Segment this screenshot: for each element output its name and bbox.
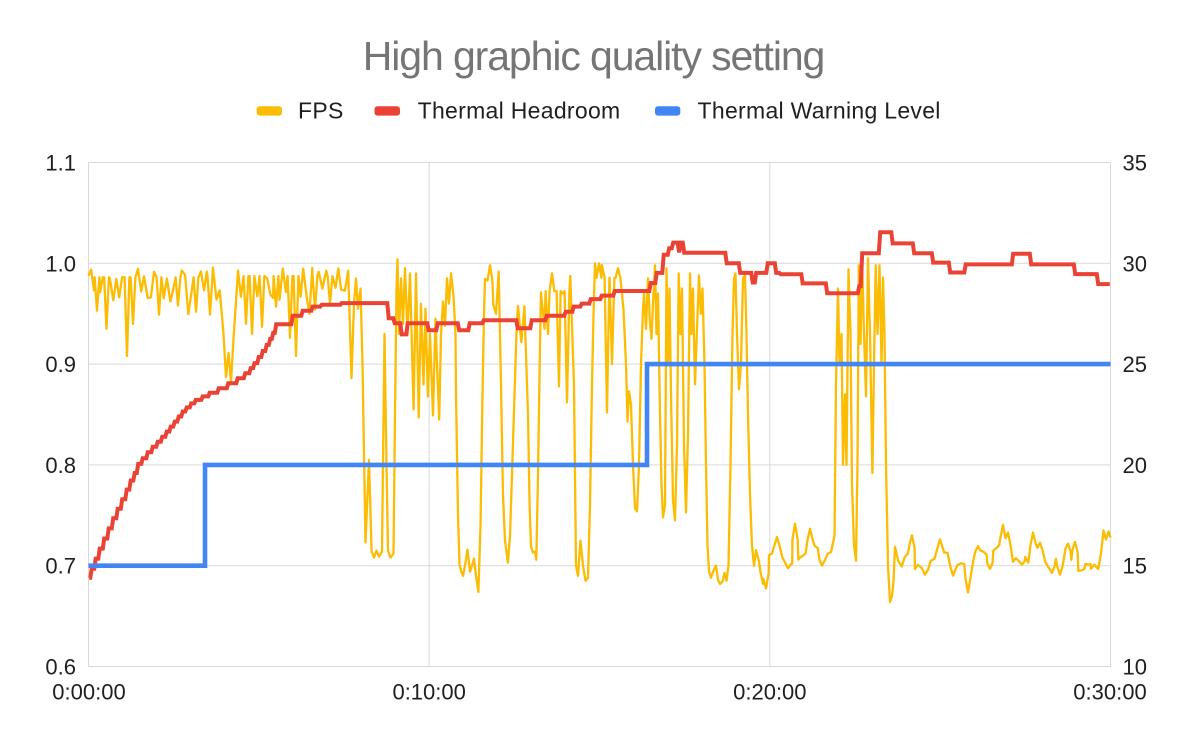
svg-text:High graphic quality setting: High graphic quality setting [363,33,824,79]
svg-text:0:30:00: 0:30:00 [1073,680,1146,705]
svg-text:35: 35 [1123,151,1147,176]
svg-text:0.6: 0.6 [45,655,76,680]
svg-text:25: 25 [1123,352,1147,377]
svg-text:FPS: FPS [298,98,344,124]
svg-text:0:00:00: 0:00:00 [52,680,125,705]
svg-text:1.0: 1.0 [45,251,76,276]
svg-text:0.8: 0.8 [45,453,76,478]
svg-text:0.9: 0.9 [45,352,76,377]
svg-text:Thermal Headroom: Thermal Headroom [418,98,621,124]
svg-text:15: 15 [1123,554,1147,579]
svg-text:Thermal Warning Level: Thermal Warning Level [698,98,941,124]
svg-text:0:10:00: 0:10:00 [392,680,465,705]
svg-text:10: 10 [1123,655,1147,680]
svg-text:30: 30 [1123,251,1147,276]
svg-text:20: 20 [1123,453,1147,478]
svg-text:0.7: 0.7 [45,554,76,579]
svg-text:1.1: 1.1 [45,151,76,176]
svg-text:0:20:00: 0:20:00 [733,680,806,705]
